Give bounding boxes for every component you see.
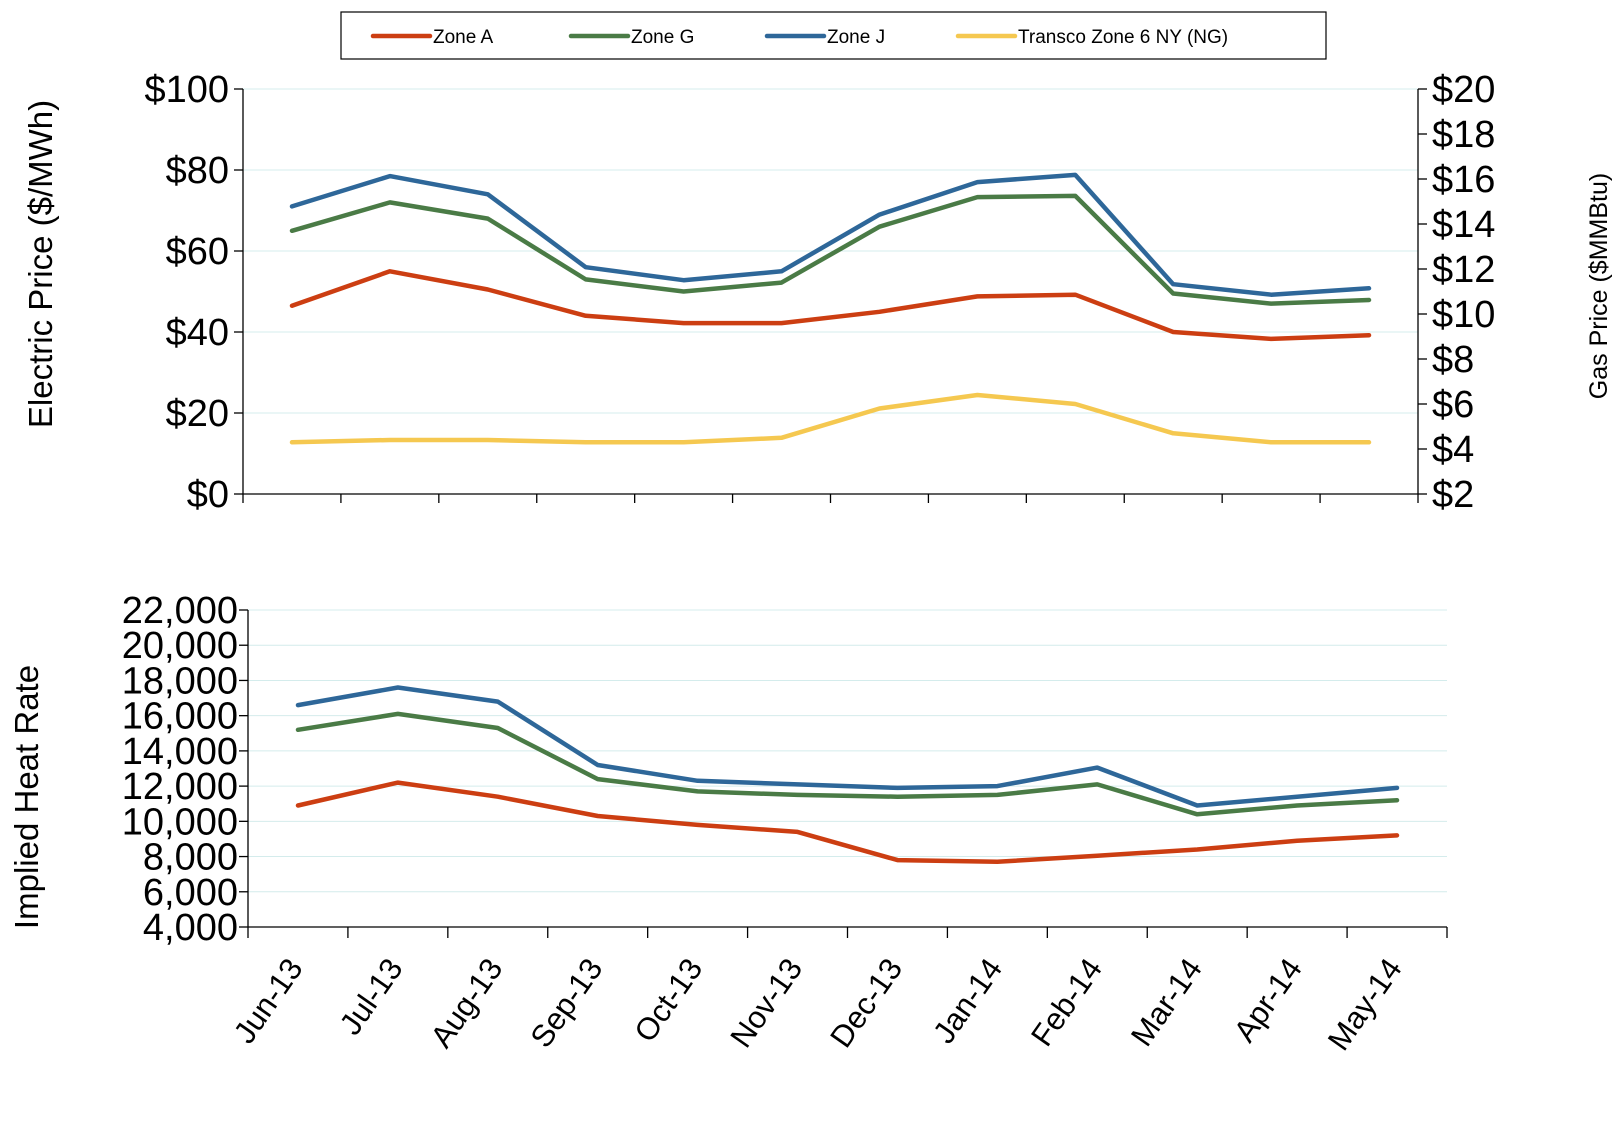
series-line-zone-j <box>289 172 1372 297</box>
gas-price-axis-title: Gas Price ($MMBtu) <box>1585 173 1613 399</box>
y-tick-label: 20,000 <box>122 625 238 667</box>
y-tick-label: 18,000 <box>122 660 238 702</box>
right-y-tick-label: $6 <box>1432 384 1474 426</box>
series-line-transco-zone-6-ny-ng <box>289 392 1372 445</box>
series-line-zone-a <box>295 780 1400 865</box>
x-tick-label: Nov-13 <box>723 952 809 1054</box>
legend: Zone A Zone G Zone J Transco Zone 6 NY (NG) <box>340 11 1327 60</box>
left-y-tick-label: $60 <box>166 231 229 273</box>
y-tick-label: 4,000 <box>143 907 238 949</box>
left-y-tick-label: $20 <box>166 393 229 435</box>
legend-label: Zone G <box>631 27 694 48</box>
series-line-zone-g <box>289 193 1372 306</box>
x-tick-label: Dec-13 <box>823 952 909 1054</box>
y-tick-label: 22,000 <box>122 590 238 632</box>
x-tick-label: Jun-13 <box>227 952 310 1050</box>
left-y-tick-label: $100 <box>144 69 229 111</box>
right-y-tick-label: $8 <box>1432 339 1474 381</box>
y-tick-label: 12,000 <box>122 766 238 808</box>
right-y-tick-label: $2 <box>1432 474 1474 516</box>
legend-label: Zone J <box>827 27 885 48</box>
left-y-tick-label: $40 <box>166 312 229 354</box>
y-tick-label: 16,000 <box>122 696 238 738</box>
y-tick-label: 6,000 <box>143 872 238 914</box>
y-tick-label: 10,000 <box>122 801 238 843</box>
heat-rate-axis-title: Implied Heat Rate <box>8 665 45 929</box>
series-line-zone-g <box>295 711 1400 817</box>
legend-label: Transco Zone 6 NY (NG) <box>1018 27 1228 48</box>
x-tick-label: Apr-14 <box>1227 952 1309 1048</box>
x-tick-label: May-14 <box>1321 952 1409 1057</box>
electric-price-axis-title: Electric Price ($/MWh) <box>22 100 59 428</box>
x-tick-label: Aug-13 <box>424 952 510 1054</box>
right-y-tick-label: $20 <box>1432 69 1495 111</box>
x-tick-label: Feb-14 <box>1024 952 1109 1053</box>
x-tick-label: Jul-13 <box>333 952 410 1041</box>
heat-rate-panel: 4,0006,0008,00010,00012,00014,00016,0001… <box>8 590 1448 949</box>
right-y-tick-label: $14 <box>1432 204 1495 246</box>
y-tick-label: 14,000 <box>122 731 238 773</box>
legend-label: Zone A <box>433 27 494 48</box>
right-y-tick-label: $10 <box>1432 294 1495 336</box>
series-line-zone-j <box>295 685 1400 808</box>
left-y-tick-label: $80 <box>166 150 229 192</box>
y-tick-label: 8,000 <box>143 837 238 879</box>
right-y-tick-label: $18 <box>1432 114 1495 156</box>
x-tick-label: Mar-14 <box>1124 952 1209 1053</box>
right-y-tick-label: $12 <box>1432 249 1495 291</box>
right-y-tick-label: $4 <box>1432 429 1474 471</box>
series-line-zone-a <box>289 269 1372 342</box>
left-y-tick-label: $0 <box>187 474 229 516</box>
x-tick-label: Jan-14 <box>926 952 1009 1050</box>
price-panel: $0 $20 $40 $60 $80 $100 $2$4$6$8$10$12$14$16$1… <box>22 69 1613 516</box>
x-axis-labels: Jun-13 Jul-13 Aug-13 Sep-13 Oct-13 Nov-13 Dec-… <box>227 952 1409 1057</box>
x-tick-label: Oct-13 <box>627 952 709 1048</box>
right-y-tick-label: $16 <box>1432 159 1495 201</box>
legend-box <box>340 11 1327 60</box>
x-tick-label: Sep-13 <box>523 952 609 1054</box>
